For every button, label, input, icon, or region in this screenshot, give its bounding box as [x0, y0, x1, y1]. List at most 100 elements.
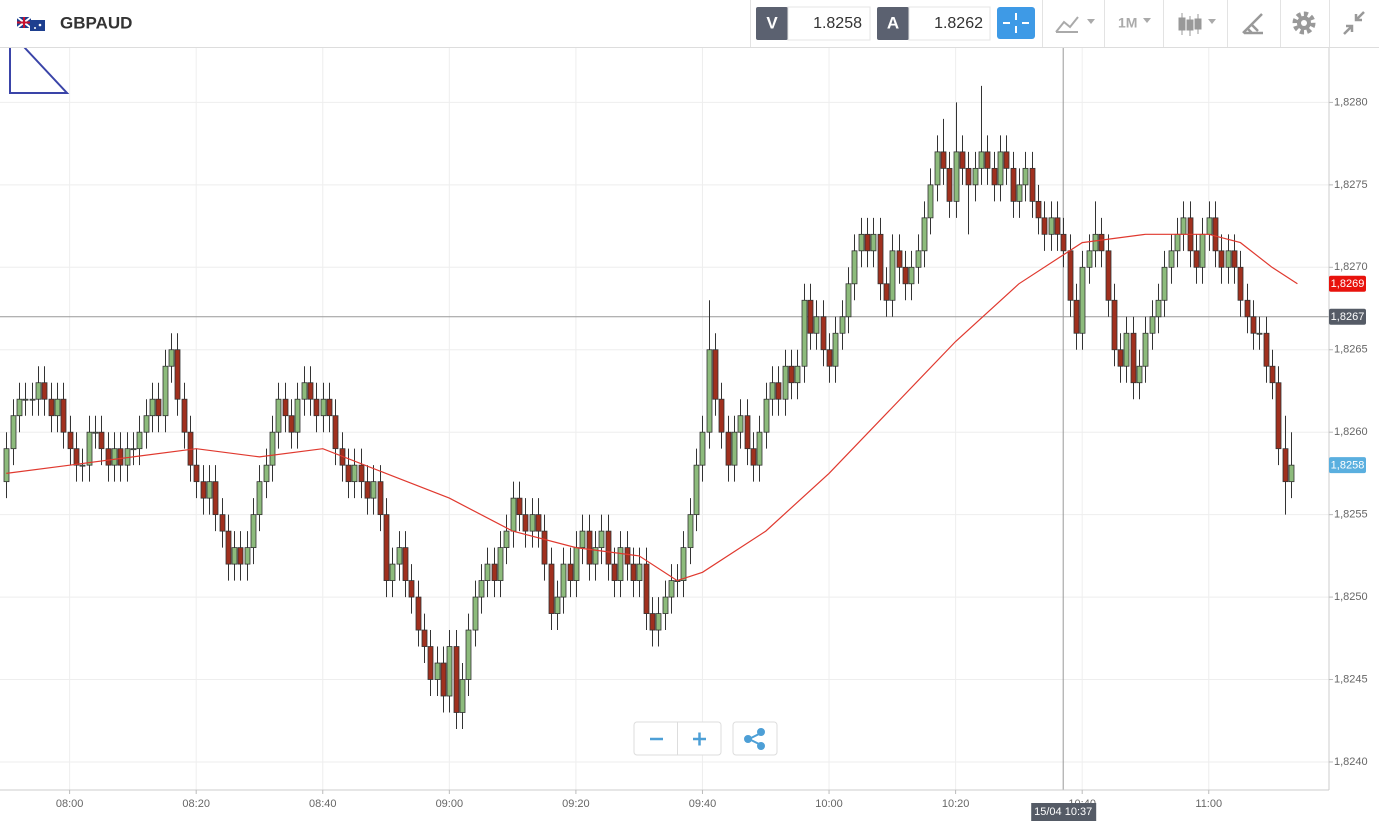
candle-body [301, 382, 308, 400]
candle-body [997, 151, 1004, 186]
time-tag [1031, 803, 1097, 821]
zoom-in[interactable] [693, 732, 706, 746]
share-button[interactable] [732, 721, 778, 756]
crosshair-button[interactable] [997, 7, 1035, 39]
candle-body [541, 530, 548, 565]
candle-body [41, 382, 48, 400]
candle-body [554, 596, 561, 614]
symbol: GBPAUD [60, 13, 132, 32]
candle-body [870, 233, 877, 252]
candle-body [1060, 233, 1067, 252]
flag [16, 16, 45, 31]
sell-price-box[interactable] [787, 6, 871, 41]
candle-body [1086, 250, 1093, 268]
candle-body [605, 530, 612, 565]
x-tick-label: 10:00 [815, 798, 843, 810]
candle-body [617, 547, 624, 581]
candle-body [1092, 233, 1099, 252]
candle-body [282, 398, 289, 417]
candle-body [718, 398, 725, 433]
candle-body [79, 464, 86, 467]
candle-body [465, 629, 472, 680]
candle-body [1130, 332, 1137, 384]
candle-body [484, 563, 491, 581]
candle-body [851, 250, 858, 285]
candle-body [155, 398, 162, 417]
price-tag [1329, 308, 1366, 325]
fullscreen-icon[interactable] [1343, 11, 1365, 35]
candle-body [965, 167, 972, 186]
buy-price-box[interactable] [908, 6, 991, 41]
candle-body [567, 563, 574, 581]
settings-icon[interactable] [1292, 11, 1316, 35]
candle-body [1041, 217, 1048, 235]
candle-body [832, 332, 839, 367]
y-tick-label: 1,8265 [1334, 344, 1368, 356]
candle-body [826, 349, 833, 367]
zoom-controls [633, 721, 778, 756]
sell-button[interactable] [756, 7, 788, 40]
candle-body [1054, 217, 1061, 235]
candle-body [1263, 332, 1270, 367]
candle-body [845, 283, 852, 318]
y-tick-label: 1,8275 [1334, 179, 1368, 191]
plot-area [0, 48, 1329, 790]
candle-body [535, 514, 542, 532]
candle-body [959, 151, 966, 169]
candle-body [1282, 448, 1289, 483]
chart-type-icon[interactable] [1178, 13, 1202, 36]
candle-body [117, 448, 124, 466]
candle-body [1105, 250, 1112, 301]
candle-body [1206, 217, 1213, 235]
candle-body [908, 266, 915, 285]
candle-body [1010, 167, 1017, 202]
candle-body [953, 151, 960, 202]
buy-button[interactable] [877, 7, 909, 40]
candle-body [105, 448, 112, 466]
candle-body [1048, 217, 1055, 235]
candle-body [889, 250, 896, 301]
candle-body [111, 448, 118, 466]
candle-body [200, 481, 207, 499]
candle-body [744, 415, 751, 450]
candle-body [421, 629, 428, 647]
candle-body [370, 481, 377, 499]
candle-body [162, 365, 169, 417]
candle-body [756, 431, 763, 466]
candle-body [902, 266, 909, 285]
candle-body [377, 481, 384, 516]
candle-body [972, 167, 979, 186]
candle-body [35, 382, 42, 400]
candle-body [915, 250, 922, 268]
candle-body [1029, 167, 1036, 202]
drawing-triangle[interactable] [9, 29, 70, 94]
candle-body [529, 514, 536, 532]
interval[interactable]: 1M [1118, 15, 1137, 31]
x-tick-label: 09:20 [562, 798, 590, 810]
candle-body [927, 184, 934, 219]
candle-body [313, 398, 320, 417]
sell-price: 1.8258 [813, 15, 862, 32]
candle-body [1225, 250, 1232, 268]
x-tick-label: 11:00 [1195, 798, 1222, 810]
time-tag-label: 15/04 10:37 [1034, 806, 1092, 818]
indicator-icon[interactable] [1055, 16, 1079, 33]
buy-price: 1.8262 [934, 15, 983, 32]
candle-body [497, 547, 504, 581]
price-tag-label: 1,8269 [1331, 278, 1365, 290]
candle-body [864, 233, 871, 252]
caret [1143, 18, 1151, 23]
y-tick-label: 1,8245 [1334, 673, 1368, 685]
y-tick-label: 1,8260 [1334, 426, 1368, 438]
x-tick-label: 09:40 [689, 798, 717, 810]
candle-body [1275, 382, 1282, 450]
candle-body [54, 398, 61, 417]
moving-average [6, 233, 1298, 582]
draw-icon[interactable] [1242, 13, 1263, 35]
candle-body [877, 233, 884, 285]
x-tick-label: 08:40 [309, 798, 337, 810]
candle-body [699, 431, 706, 466]
candle-body [294, 398, 301, 433]
